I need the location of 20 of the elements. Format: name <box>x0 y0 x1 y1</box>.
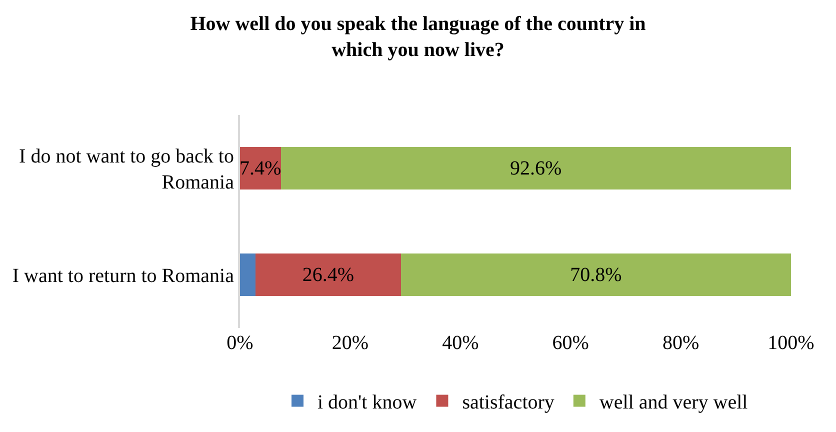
data-label: 92.6% <box>510 157 562 180</box>
x-tick-label: 60% <box>552 332 589 354</box>
x-tick-label: 100% <box>768 332 814 354</box>
data-label: 7.4% <box>240 157 282 180</box>
x-tick-label: 20% <box>332 332 369 354</box>
data-label: 26.4% <box>302 264 354 286</box>
x-tick-label: 80% <box>662 332 700 354</box>
chart-title: How well do you speak the language of the country in which you now live? <box>190 13 646 62</box>
y-tick-label: I want to return to Romania <box>12 264 234 287</box>
legend-label: satisfactory <box>462 392 554 414</box>
legend-label: i don't know <box>318 392 418 414</box>
bar <box>400 253 791 296</box>
y-tick-label: I do not want to go back to Romania <box>19 145 234 194</box>
bar <box>255 253 401 296</box>
bar <box>280 146 791 190</box>
x-tick-label: 40% <box>442 332 479 354</box>
bar <box>240 253 256 296</box>
x-tick-label: 0% <box>226 332 254 354</box>
legend-label: well and very well <box>599 392 748 414</box>
data-label: 70.8% <box>570 264 622 286</box>
